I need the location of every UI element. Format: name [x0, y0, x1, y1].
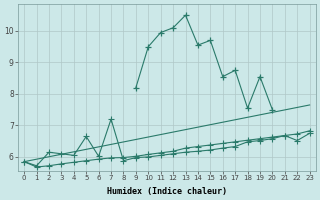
X-axis label: Humidex (Indice chaleur): Humidex (Indice chaleur): [107, 187, 227, 196]
